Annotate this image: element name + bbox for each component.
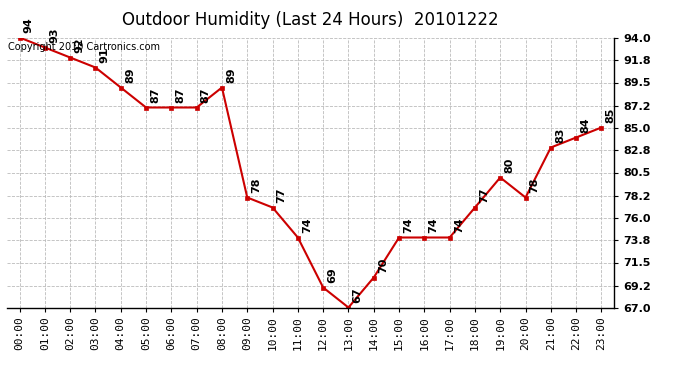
Text: 87: 87 xyxy=(175,88,186,104)
Text: 85: 85 xyxy=(606,108,615,123)
Text: 78: 78 xyxy=(530,178,540,194)
Text: 77: 77 xyxy=(479,188,489,203)
Text: 92: 92 xyxy=(75,38,84,53)
Text: 89: 89 xyxy=(125,68,135,83)
Text: 74: 74 xyxy=(428,218,439,233)
Text: 83: 83 xyxy=(555,128,565,143)
Text: 80: 80 xyxy=(504,158,515,173)
Text: 91: 91 xyxy=(99,48,110,63)
Text: Copyright 2010 Cartronics.com: Copyright 2010 Cartronics.com xyxy=(8,42,160,51)
Text: 74: 74 xyxy=(302,218,312,233)
Text: 74: 74 xyxy=(454,218,464,233)
Text: 89: 89 xyxy=(226,68,236,83)
Text: 67: 67 xyxy=(353,288,363,303)
Text: Outdoor Humidity (Last 24 Hours)  20101222: Outdoor Humidity (Last 24 Hours) 2010122… xyxy=(122,11,499,29)
Text: 87: 87 xyxy=(201,88,211,104)
Text: 77: 77 xyxy=(277,188,287,203)
Text: 69: 69 xyxy=(327,268,337,284)
Text: 93: 93 xyxy=(49,28,59,44)
Text: 70: 70 xyxy=(378,258,388,273)
Text: 87: 87 xyxy=(150,88,160,104)
Text: 94: 94 xyxy=(23,18,34,33)
Text: 74: 74 xyxy=(403,218,413,233)
Text: 78: 78 xyxy=(251,178,262,194)
Text: 84: 84 xyxy=(580,118,591,134)
